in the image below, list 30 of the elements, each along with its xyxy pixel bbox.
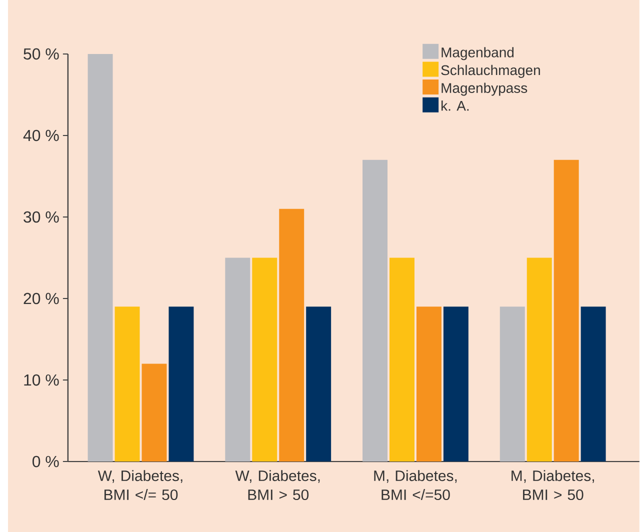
y-tick-label: 0 %: [32, 456, 59, 467]
bar: [252, 258, 278, 462]
bar: [88, 54, 113, 462]
bar: [443, 306, 468, 462]
legend-label: Magenband: [442, 46, 514, 60]
x-tick-label: M, Diabetes, BMI > 50: [512, 470, 594, 500]
bar: [500, 306, 525, 462]
y-tick-label: 50 %: [24, 48, 59, 60]
y-tick-label: 30 %: [24, 211, 59, 222]
bar: [279, 208, 304, 462]
bar: [142, 363, 167, 462]
bar: [554, 160, 579, 462]
bar: [306, 306, 332, 462]
legend-label: Schlauchmagen: [441, 64, 540, 78]
y-tick-label: 20 %: [24, 292, 59, 304]
bar: [225, 258, 250, 462]
x-tick-label: W, Diabetes, BMI </= 50: [98, 470, 182, 500]
x-tick-label: M, Diabetes, BMI </=50: [374, 470, 457, 500]
legend-label: Magenbypass: [442, 82, 528, 96]
y-tick-label: 40 %: [23, 130, 59, 141]
y-tick-label: 10 %: [24, 374, 59, 386]
legend-label: k. A.: [442, 100, 469, 110]
bar: [362, 160, 388, 462]
x-tick-label: W, Diabetes, BMI > 50: [235, 470, 320, 500]
bar: [390, 258, 414, 462]
bar: [580, 306, 606, 462]
bar: [526, 258, 552, 462]
bar: [416, 306, 442, 462]
bar: [168, 306, 194, 462]
bar: [114, 306, 140, 462]
